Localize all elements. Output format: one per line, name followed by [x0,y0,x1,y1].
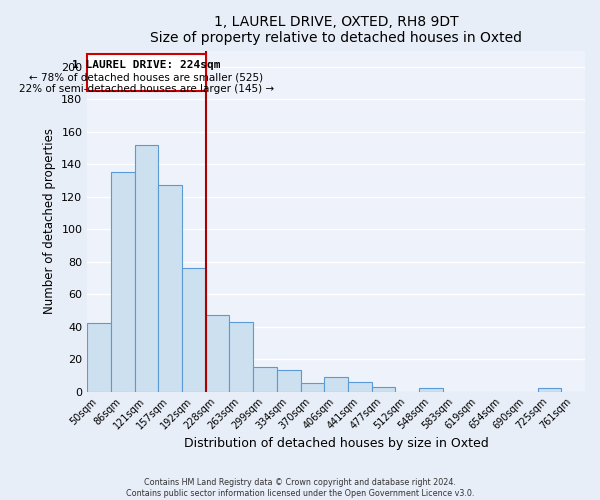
Bar [348,382,371,392]
FancyBboxPatch shape [87,54,206,91]
Bar [277,370,301,392]
Text: Contains HM Land Registry data © Crown copyright and database right 2024.
Contai: Contains HM Land Registry data © Crown c… [126,478,474,498]
Bar [253,367,277,392]
Title: 1, LAUREL DRIVE, OXTED, RH8 9DT
Size of property relative to detached houses in : 1, LAUREL DRIVE, OXTED, RH8 9DT Size of … [150,15,522,45]
Bar [301,384,324,392]
Bar [538,388,561,392]
Text: ← 78% of detached houses are smaller (525): ← 78% of detached houses are smaller (52… [29,72,263,83]
Bar [206,316,229,392]
Text: 22% of semi-detached houses are larger (145) →: 22% of semi-detached houses are larger (… [19,84,274,94]
Bar [324,377,348,392]
Bar [419,388,443,392]
Bar [87,324,111,392]
Bar [371,386,395,392]
Bar [134,144,158,392]
Bar [229,322,253,392]
Y-axis label: Number of detached properties: Number of detached properties [43,128,56,314]
Bar [158,186,182,392]
Bar [182,268,206,392]
Text: 1 LAUREL DRIVE: 224sqm: 1 LAUREL DRIVE: 224sqm [72,60,221,70]
X-axis label: Distribution of detached houses by size in Oxted: Distribution of detached houses by size … [184,437,488,450]
Bar [111,172,134,392]
